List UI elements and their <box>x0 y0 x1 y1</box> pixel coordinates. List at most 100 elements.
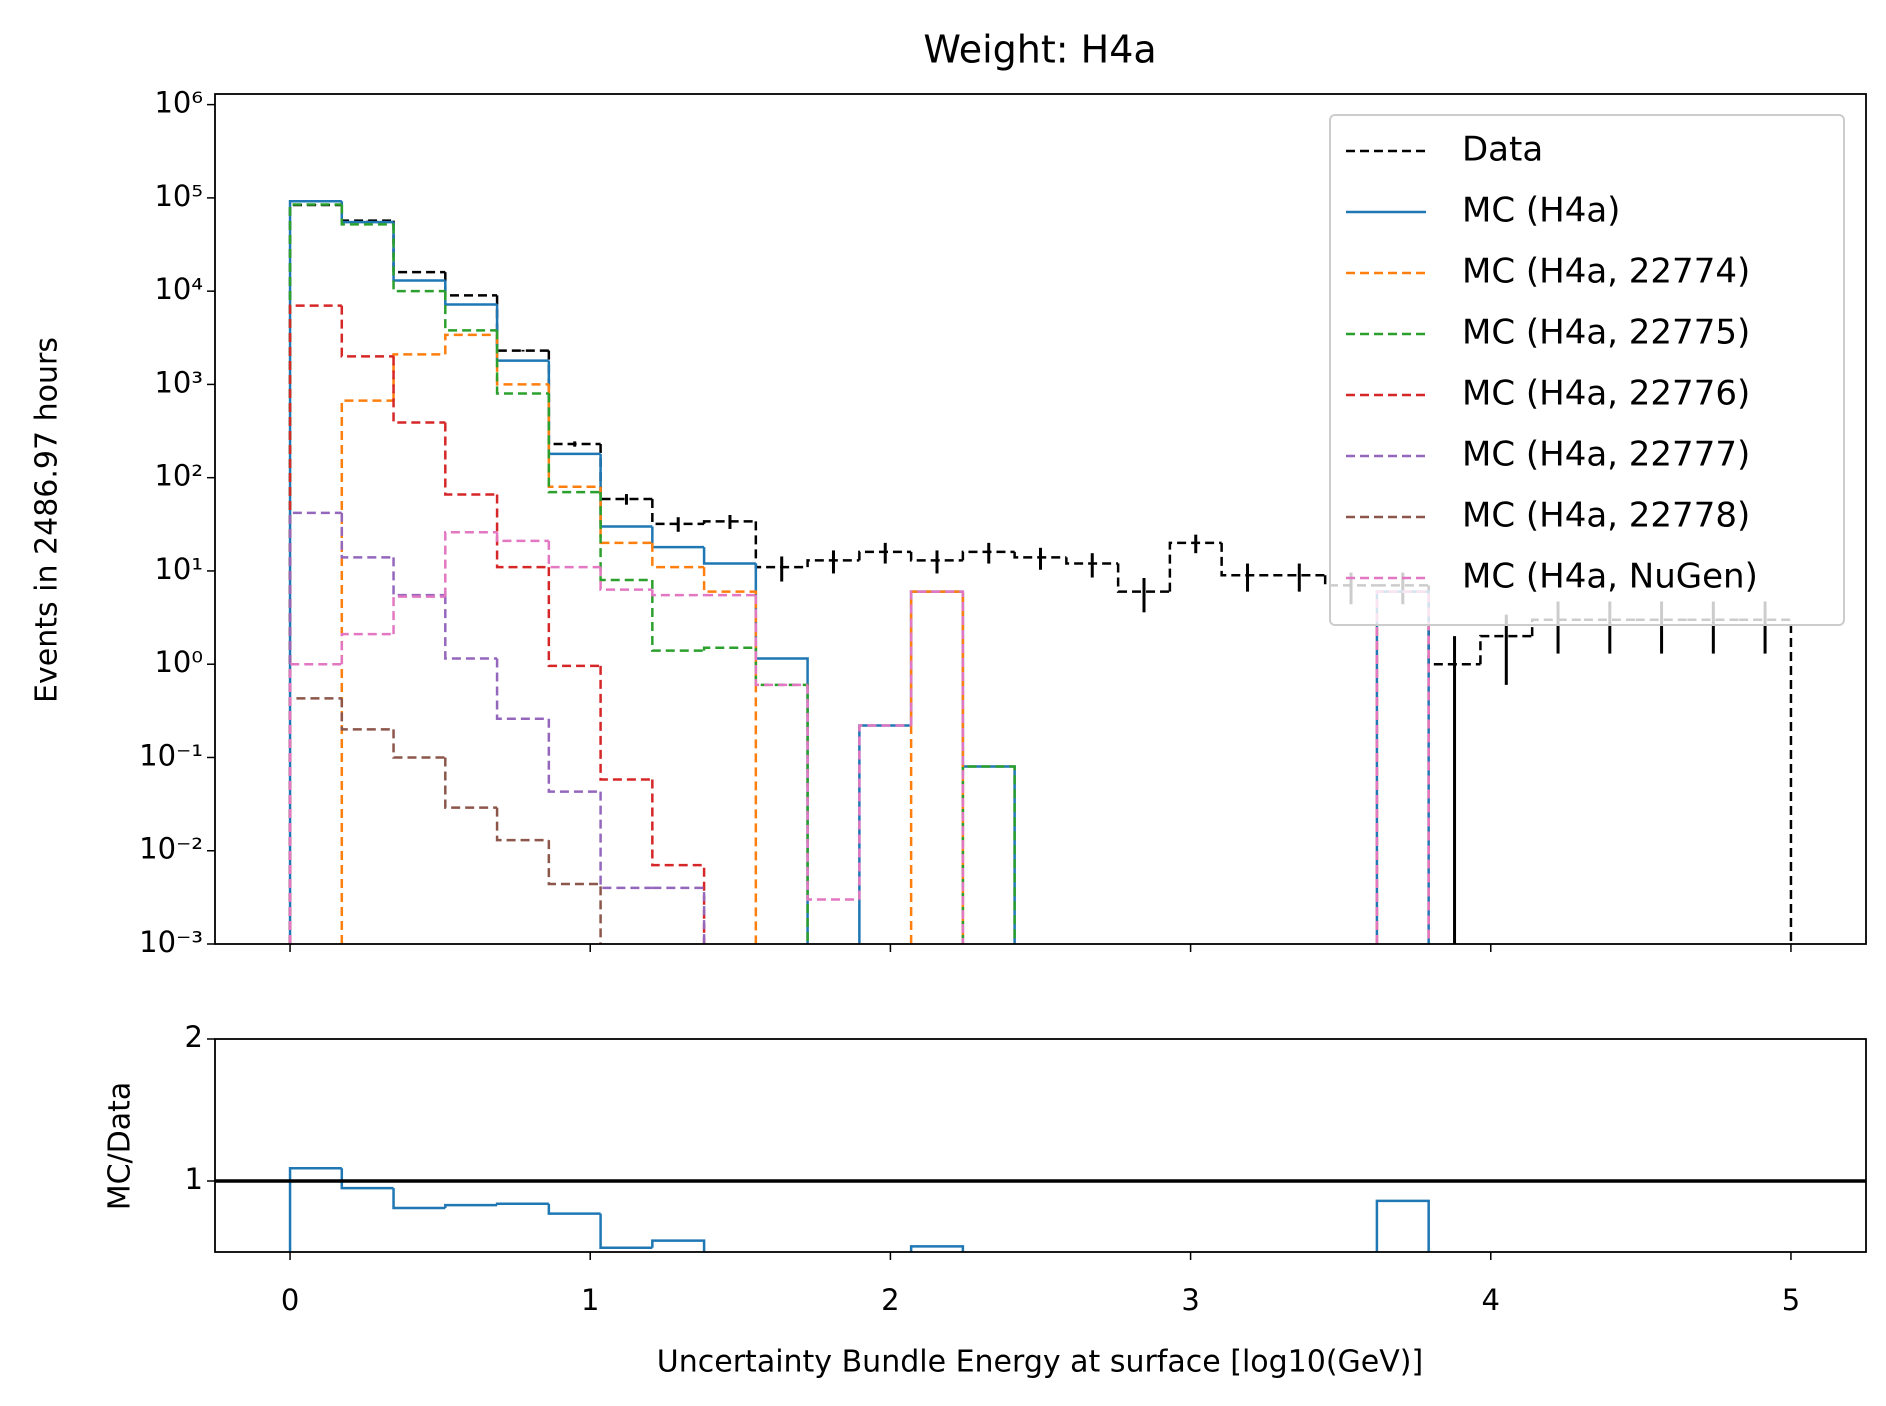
x-tick-label: 2 <box>881 1283 899 1317</box>
hist-step <box>961 550 1015 561</box>
hist-step <box>444 333 498 355</box>
hist-step <box>599 492 653 582</box>
y-axis-label: MC/Data <box>103 1082 138 1211</box>
hist-step <box>392 595 446 635</box>
legend-label: MC (H4a, 22774) <box>1462 252 1750 292</box>
x-tick-label: 5 <box>1782 1283 1800 1317</box>
legend-label: MC (H4a) <box>1462 191 1620 231</box>
hist-step <box>340 204 394 226</box>
hist-step <box>288 511 342 944</box>
hist-step <box>444 1203 498 1208</box>
y-tick-label: 2 <box>185 1020 203 1054</box>
hist-step <box>444 422 498 496</box>
hist-step <box>444 530 498 597</box>
hist-step <box>702 520 756 524</box>
y-tick-label: 10⁰ <box>154 645 203 679</box>
hist-step <box>651 499 705 526</box>
hist-step <box>444 280 498 306</box>
hist-step <box>702 646 756 651</box>
hist-step <box>1739 618 1793 944</box>
hist-step <box>599 665 653 781</box>
y-tick-label: 10⁵ <box>154 179 203 213</box>
hist-step <box>858 550 912 561</box>
axes-frame <box>214 1038 1867 1253</box>
hist-step <box>444 757 498 809</box>
hist-step <box>1375 590 1430 944</box>
hist-step <box>340 399 394 944</box>
hist-step <box>495 1202 549 1206</box>
hist-step <box>288 662 342 944</box>
plot-area <box>288 200 1793 944</box>
x-tick-label: 0 <box>281 1283 299 1317</box>
legend-label: Data <box>1462 130 1543 170</box>
hist-step <box>288 1166 342 1252</box>
hist-step <box>547 384 601 488</box>
x-tick-label: 3 <box>1181 1283 1199 1317</box>
legend-label: MC (H4a, 22775) <box>1462 313 1750 353</box>
hist-step <box>288 697 342 944</box>
hist-step <box>1220 542 1274 577</box>
hist-step <box>495 304 549 362</box>
hist-step <box>599 1213 653 1249</box>
hist-step <box>702 547 756 565</box>
hist-step <box>547 360 601 456</box>
x-tick-label: 1 <box>581 1283 599 1317</box>
axes-frame <box>214 93 1867 945</box>
y-tick-label: 10¹ <box>154 552 203 586</box>
hist-step <box>340 305 394 358</box>
hist-step <box>392 353 446 401</box>
legend-label: MC (H4a, NuGen) <box>1462 557 1758 597</box>
hist-step <box>754 647 809 944</box>
plot-area <box>288 1166 1430 1252</box>
hist-step <box>651 1239 706 1252</box>
hist-step <box>340 204 394 222</box>
hist-step <box>340 698 394 731</box>
hist-step <box>1375 590 1430 944</box>
hist-step <box>702 567 758 944</box>
legend-label: MC (H4a, 22776) <box>1462 374 1750 414</box>
hist-step <box>909 590 965 944</box>
hist-step <box>961 765 1016 944</box>
y-tick-label: 10⁴ <box>154 272 203 306</box>
y-axis-label: Events in 2486.97 hours <box>30 337 65 703</box>
x-tick-label: 4 <box>1482 1283 1500 1317</box>
hist-step <box>1065 557 1119 565</box>
hist-step <box>599 443 653 501</box>
hist-step <box>288 203 342 944</box>
hist-step <box>547 393 601 494</box>
hist-step <box>651 779 706 944</box>
x-axis-label: Uncertainty Bundle Energy at surface [lo… <box>657 1345 1423 1380</box>
hist-step <box>340 632 394 665</box>
hist-step <box>444 291 498 332</box>
hist-step <box>652 886 706 944</box>
hist-step <box>340 512 394 559</box>
y-tick-label: 10⁶ <box>154 86 203 120</box>
hist-step <box>909 1245 965 1252</box>
y-tick-label: 10⁻¹ <box>139 738 203 772</box>
y-tick-label: 10⁻³ <box>139 925 203 959</box>
hist-step <box>547 840 602 944</box>
hist-step <box>909 590 965 944</box>
y-tick-label: 10³ <box>154 365 203 399</box>
hist-step <box>392 356 446 424</box>
legend-box <box>1329 114 1845 626</box>
legend-label: MC (H4a, 22778) <box>1462 496 1750 536</box>
hist-step <box>651 579 705 652</box>
hist-step <box>806 684 860 901</box>
hist-step <box>444 595 498 660</box>
hist-step <box>1375 1199 1430 1252</box>
hist-step <box>392 557 446 597</box>
hist-step <box>1013 551 1067 559</box>
hist-step <box>392 224 446 293</box>
hist-step <box>547 1203 601 1215</box>
hist-step <box>1375 590 1430 944</box>
hist-step <box>651 589 705 597</box>
hist-step <box>651 542 705 569</box>
hist-step <box>909 551 963 562</box>
hist-step <box>288 203 342 944</box>
hist-step <box>599 453 653 528</box>
hist-step <box>909 590 963 726</box>
hist-step <box>444 272 498 297</box>
y-tick-label: 10⁻² <box>139 832 203 866</box>
